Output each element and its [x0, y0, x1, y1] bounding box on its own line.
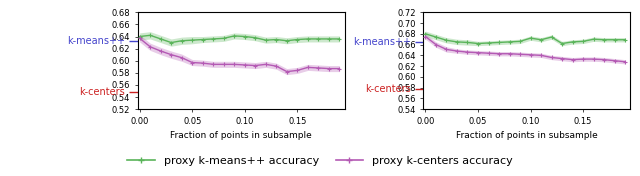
- Text: k-centers: k-centers: [365, 84, 411, 94]
- X-axis label: Fraction of points in subsample: Fraction of points in subsample: [456, 131, 598, 140]
- Text: k-means++: k-means++: [353, 37, 411, 48]
- X-axis label: Fraction of points in subsample: Fraction of points in subsample: [170, 131, 312, 140]
- Legend: proxy k-means++ accuracy, proxy k-centers accuracy: proxy k-means++ accuracy, proxy k-center…: [122, 152, 518, 170]
- Text: k-centers: k-centers: [79, 87, 125, 97]
- Text: k-means++: k-means++: [67, 36, 125, 46]
